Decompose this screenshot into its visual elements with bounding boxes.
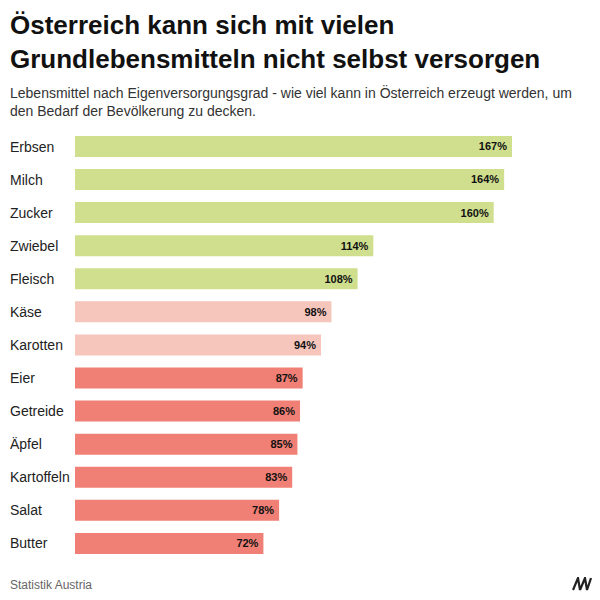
svg-text:87%: 87% [276,372,298,384]
svg-text:78%: 78% [252,504,274,516]
svg-text:Butter: Butter [10,535,48,551]
svg-text:Fleisch: Fleisch [10,271,54,287]
svg-text:160%: 160% [461,207,489,219]
svg-text:85%: 85% [270,438,292,450]
svg-text:114%: 114% [341,240,369,252]
svg-text:Milch: Milch [10,172,43,188]
svg-text:94%: 94% [294,339,316,351]
svg-text:72%: 72% [236,537,258,549]
svg-text:86%: 86% [273,405,295,417]
svg-text:Karotten: Karotten [10,337,63,353]
svg-text:Käse: Käse [10,304,42,320]
svg-text:Getreide: Getreide [10,403,64,419]
html-text:Statistik Austria: Statistik Austria [10,578,92,592]
svg-text:Kartoffeln: Kartoffeln [10,469,70,485]
svg-text:Zwiebel: Zwiebel [10,238,58,254]
svg-text:Zucker: Zucker [10,205,53,221]
svg-text:Eier: Eier [10,370,35,386]
svg-text:167%: 167% [479,140,507,152]
svg-text:164%: 164% [471,173,499,185]
svg-text:Äpfel: Äpfel [10,436,42,452]
svg-text:Salat: Salat [10,502,42,518]
svg-text:98%: 98% [304,306,326,318]
svg-text:Erbsen: Erbsen [10,139,54,155]
svg-text:108%: 108% [324,273,352,285]
html-text:Lebensmittel nach Eigenversorg: Lebensmittel nach Eigenversorgungsgrad -… [10,85,572,119]
svg-text:83%: 83% [265,471,287,483]
html-text:Österreich kann sich mit viele: Österreich kann sich mit vielen Grundleb… [10,10,541,74]
